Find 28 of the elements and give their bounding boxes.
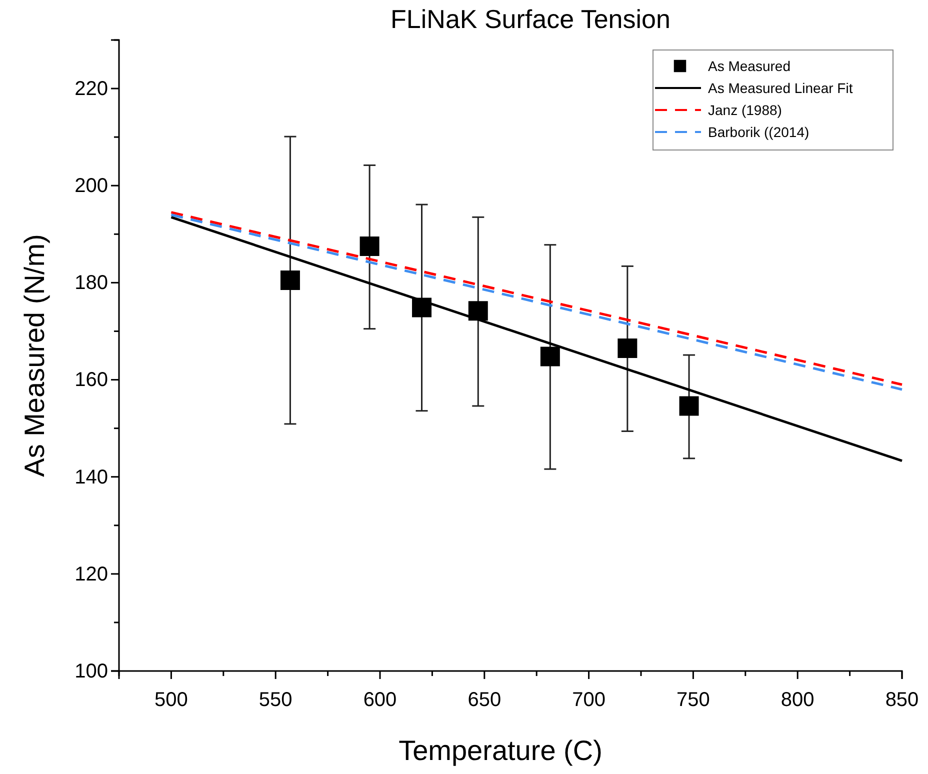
x-tick-label: 650 <box>468 689 502 711</box>
x-tick-label: 500 <box>154 689 188 711</box>
legend-label: Barborik ((2014) <box>708 124 810 140</box>
point <box>280 270 300 290</box>
y-tick-label: 120 <box>74 563 108 586</box>
x-tick-label: 550 <box>258 689 292 711</box>
point <box>679 396 699 416</box>
legend-label: As Measured <box>708 58 790 74</box>
x-tick-label: 600 <box>363 689 397 711</box>
chart-title: FLiNaK Surface Tension <box>390 4 670 34</box>
x-tick-label: 750 <box>676 689 710 711</box>
x-axis-title: Temperature (C) <box>398 735 602 766</box>
point <box>360 236 380 256</box>
point <box>618 338 638 358</box>
y-tick-label: 140 <box>74 466 108 488</box>
y-tick-label: 100 <box>74 660 108 682</box>
x-tick-label: 700 <box>572 689 606 711</box>
point <box>540 346 560 366</box>
y-axis-title: As Measured (N/m) <box>19 234 50 477</box>
y-tick-label: 160 <box>74 369 108 392</box>
y-tick-label: 200 <box>74 175 108 198</box>
legend-label: Janz (1988) <box>708 102 782 118</box>
x-tick-label: 850 <box>885 689 919 711</box>
y-tick-label: 220 <box>74 78 108 100</box>
legend-label: As Measured Linear Fit <box>708 80 853 96</box>
point <box>468 301 488 321</box>
y-tick-label: 180 <box>74 272 108 294</box>
x-tick-label: 800 <box>780 689 814 711</box>
